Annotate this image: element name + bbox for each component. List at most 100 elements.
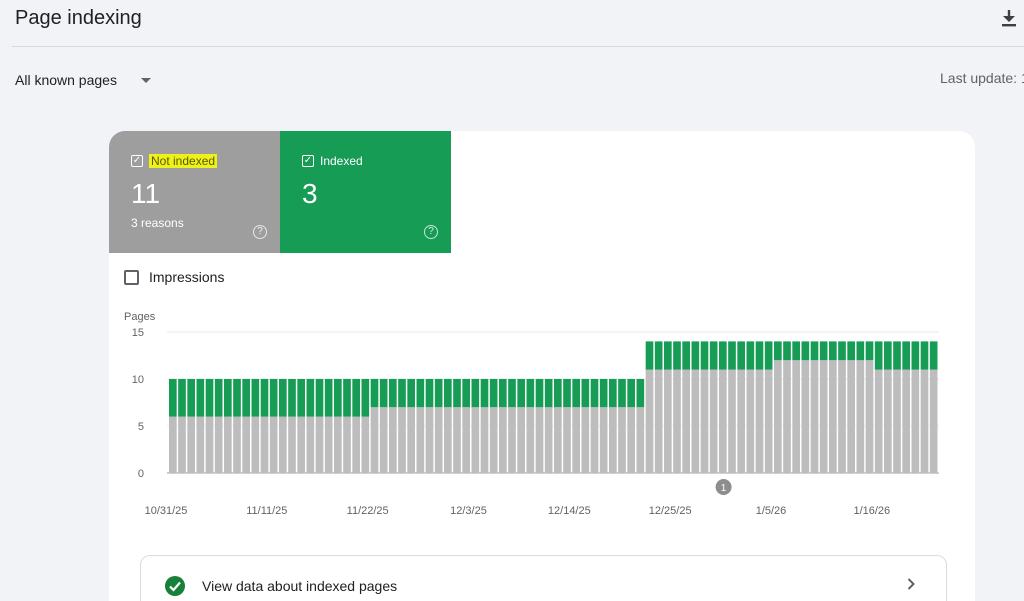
x-tick-label: 12/3/25: [450, 505, 487, 517]
bar-not-indexed: [618, 407, 626, 473]
download-icon[interactable]: [999, 8, 1019, 28]
bar-indexed: [517, 379, 525, 408]
bar-not-indexed: [673, 369, 681, 473]
bar-indexed: [654, 341, 663, 370]
checkbox-checked-icon[interactable]: ✓: [131, 155, 143, 167]
bar-not-indexed: [636, 407, 645, 473]
bar-indexed: [352, 379, 360, 417]
bar-not-indexed: [352, 416, 360, 473]
bar-indexed: [590, 379, 599, 408]
impressions-toggle[interactable]: Impressions: [124, 269, 224, 285]
bar-not-indexed: [709, 369, 718, 473]
bar-indexed: [581, 379, 590, 408]
bar-not-indexed: [810, 360, 819, 473]
bar-not-indexed: [169, 416, 177, 473]
bar-indexed: [288, 379, 296, 417]
bar-not-indexed: [838, 360, 846, 473]
bar-not-indexed: [214, 416, 223, 473]
not-indexed-count: 11: [131, 178, 161, 209]
bar-indexed: [636, 379, 645, 408]
x-tick-label: 10/31/25: [145, 505, 188, 517]
impressions-checkbox[interactable]: [124, 269, 139, 285]
bar-not-indexed: [581, 407, 590, 473]
bar-not-indexed: [471, 407, 480, 473]
indexed-tile[interactable]: ✓ Indexed 3 ?: [280, 131, 451, 253]
bar-indexed: [269, 379, 278, 417]
bar-not-indexed: [242, 416, 250, 473]
bar-not-indexed: [764, 369, 773, 473]
bar-indexed: [499, 379, 507, 408]
indexed-label: Indexed: [320, 154, 363, 168]
bar-indexed: [865, 341, 874, 361]
bar-not-indexed: [260, 416, 269, 473]
bar-indexed: [929, 341, 938, 370]
bar-indexed: [893, 341, 901, 370]
bar-indexed: [728, 341, 736, 370]
bar-indexed: [856, 341, 865, 361]
bar-indexed: [838, 341, 846, 361]
bar-not-indexed: [682, 369, 690, 473]
bar-indexed: [563, 379, 571, 408]
bar-not-indexed: [911, 369, 920, 473]
bar-not-indexed: [774, 360, 782, 473]
bar-indexed: [920, 341, 929, 370]
bar-indexed: [214, 379, 223, 417]
bar-indexed: [847, 341, 855, 361]
bar-not-indexed: [691, 369, 700, 473]
bar-not-indexed: [728, 369, 736, 473]
bar-not-indexed: [700, 369, 709, 473]
bar-indexed: [205, 379, 214, 417]
bar-not-indexed: [196, 416, 205, 473]
indexing-chart: Pages 0 5 10 15 10/31/25 11/11/25 11/22/25 12/3/…: [124, 311, 939, 517]
chevron-right-icon: [907, 578, 915, 590]
bar-not-indexed: [544, 407, 553, 473]
bar-indexed: [829, 341, 837, 361]
bar-not-indexed: [847, 360, 855, 473]
bar-indexed: [453, 379, 461, 408]
checkbox-checked-icon[interactable]: ✓: [302, 155, 314, 167]
bar-not-indexed: [499, 407, 507, 473]
bar-indexed: [792, 341, 800, 361]
bar-indexed: [169, 379, 177, 417]
bar-indexed: [508, 379, 516, 408]
check-circle-icon: [165, 576, 185, 596]
bar-not-indexed: [297, 416, 305, 473]
bar-not-indexed: [453, 407, 461, 473]
bar-indexed: [370, 379, 379, 408]
bar-not-indexed: [370, 407, 379, 473]
bar-not-indexed: [379, 407, 388, 473]
bar-indexed: [297, 379, 305, 417]
bar-indexed: [361, 379, 370, 417]
bar-indexed: [535, 379, 544, 408]
indexing-card: ✓ Not indexed 11 3 reasons ? ✓ Indexed 3…: [109, 131, 975, 601]
bar-indexed: [746, 341, 755, 370]
x-tick-label: 1/5/26: [756, 505, 787, 517]
x-tick-label: 1/16/26: [853, 505, 890, 517]
help-icon[interactable]: ?: [424, 225, 438, 239]
bar-indexed: [178, 379, 186, 417]
bar-indexed: [801, 341, 810, 361]
bar-indexed: [279, 379, 287, 417]
bar-not-indexed: [865, 360, 874, 473]
bar-not-indexed: [324, 416, 333, 473]
y-tick-label: 0: [138, 468, 144, 480]
bar-indexed: [764, 341, 773, 370]
bar-not-indexed: [801, 360, 810, 473]
bar-not-indexed: [819, 360, 828, 473]
page-filter-dropdown[interactable]: All known pages: [15, 70, 151, 90]
not-indexed-tile[interactable]: ✓ Not indexed 11 3 reasons ?: [109, 131, 280, 253]
bar-not-indexed: [205, 416, 214, 473]
bar-not-indexed: [508, 407, 516, 473]
bar-not-indexed: [563, 407, 571, 473]
bar-not-indexed: [224, 416, 232, 473]
bar-not-indexed: [251, 416, 260, 473]
last-update-text: Last update: 1: [940, 70, 1024, 86]
bar-indexed: [416, 379, 425, 408]
bar-indexed: [407, 379, 415, 408]
help-icon[interactable]: ?: [253, 225, 267, 239]
bar-indexed: [434, 379, 443, 408]
bar-indexed: [755, 341, 764, 370]
view-indexed-pages-link[interactable]: View data about indexed pages: [140, 555, 947, 601]
bar-not-indexed: [306, 416, 315, 473]
bar-not-indexed: [902, 369, 910, 473]
